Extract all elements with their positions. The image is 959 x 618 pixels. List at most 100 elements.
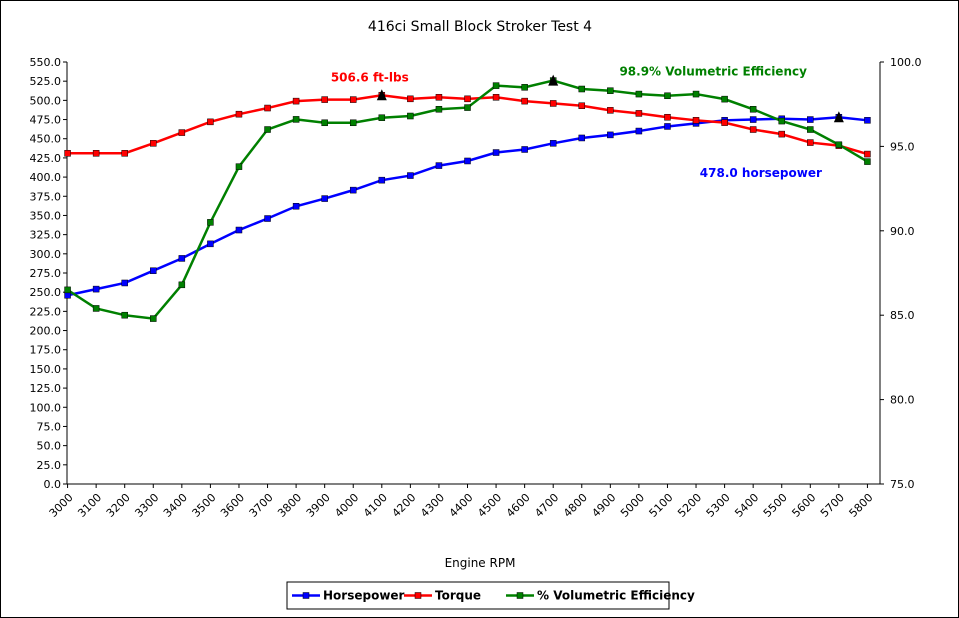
legend-swatch-marker xyxy=(414,592,422,599)
data-point xyxy=(207,118,214,126)
chart-title: 416ci Small Block Stroker Test 4 xyxy=(368,19,592,35)
x-tick-label: 5700 xyxy=(818,491,847,520)
data-point xyxy=(521,97,528,105)
data-point xyxy=(407,112,414,120)
left-tick-label: 50.0 xyxy=(37,440,62,453)
data-point xyxy=(235,163,243,170)
series-1 xyxy=(64,92,871,158)
data-point xyxy=(178,255,186,262)
left-tick-label: 100.0 xyxy=(30,401,62,414)
left-tick-label: 0.0 xyxy=(44,478,62,491)
x-tick-label: 3200 xyxy=(104,491,133,520)
legend-label: % Volumetric Efficiency xyxy=(537,589,695,603)
left-tick-label: 25.0 xyxy=(37,459,62,472)
data-point xyxy=(150,140,157,147)
data-point xyxy=(692,117,700,124)
data-point xyxy=(150,315,157,322)
data-point xyxy=(92,150,100,157)
right-tick-label: 90.0 xyxy=(890,225,915,238)
data-point xyxy=(64,286,71,294)
legend-box xyxy=(286,581,670,610)
data-point xyxy=(721,95,728,103)
data-point xyxy=(150,267,157,274)
right-tick-label: 80.0 xyxy=(890,394,915,407)
x-tick-label: 5600 xyxy=(789,491,818,520)
x-tick-label: 3700 xyxy=(247,491,276,520)
data-point xyxy=(264,215,271,222)
left-tick-label: 525.0 xyxy=(30,75,62,88)
left-tick-label: 300.0 xyxy=(30,248,62,261)
data-point xyxy=(92,285,100,293)
data-point xyxy=(378,114,386,121)
peak-marker xyxy=(376,89,387,101)
legend-label: Horsepower xyxy=(323,589,405,603)
axes xyxy=(66,62,881,485)
annotation-label: 98.9% Volumetric Efficiency xyxy=(619,65,807,79)
data-point xyxy=(292,97,300,105)
left-tick-label: 425.0 xyxy=(30,152,62,165)
data-point xyxy=(235,110,243,118)
data-point xyxy=(807,139,814,146)
x-axis-label: Engine RPM xyxy=(445,556,516,570)
data-point xyxy=(121,279,128,287)
data-point xyxy=(64,292,71,299)
data-point xyxy=(749,106,757,113)
data-point xyxy=(521,84,528,91)
legend: Horsepower Torque % Volumetric Efficiency xyxy=(286,581,695,610)
series-0 xyxy=(64,113,871,299)
data-point xyxy=(664,123,671,130)
series-line xyxy=(66,79,869,320)
data-point xyxy=(864,150,871,158)
data-point xyxy=(207,219,214,226)
x-tick-label: 5300 xyxy=(704,491,733,520)
data-point xyxy=(578,85,586,93)
data-point xyxy=(235,226,243,234)
data-point xyxy=(807,116,814,123)
data-point xyxy=(692,90,700,98)
left-tick-label: 75.0 xyxy=(37,420,62,433)
data-point xyxy=(435,94,443,101)
annotation-label: 506.6 ft-lbs xyxy=(331,70,409,84)
right-tick-label: 100.0 xyxy=(890,56,922,69)
data-point xyxy=(178,129,186,136)
x-tick-label: 5500 xyxy=(761,491,790,520)
left-axis-ticks: 0.0 25.0 50.0 75.0 100.0 125.0 150.0 175.0 200.0… xyxy=(30,56,67,491)
data-point xyxy=(464,157,471,165)
data-point xyxy=(721,119,728,126)
data-point xyxy=(264,126,271,133)
data-point xyxy=(664,113,671,121)
data-point xyxy=(549,140,557,147)
data-point xyxy=(435,162,443,169)
data-point xyxy=(607,131,614,139)
right-tick-label: 85.0 xyxy=(890,309,915,322)
data-point xyxy=(749,116,757,123)
data-point xyxy=(264,104,271,112)
x-tick-label: 4800 xyxy=(561,491,590,520)
data-point xyxy=(635,90,643,98)
left-tick-label: 375.0 xyxy=(30,190,62,203)
data-point xyxy=(321,119,328,127)
x-tick-label: 5000 xyxy=(618,491,647,520)
data-point xyxy=(635,127,643,135)
data-point xyxy=(749,126,757,133)
data-point xyxy=(378,176,386,184)
x-tick-label: 4100 xyxy=(361,491,390,520)
peak-marker xyxy=(833,111,844,123)
x-tick-label: 5100 xyxy=(647,491,676,520)
annotations: 506.6 ft-lbs 98.9% Volumetric Efficiency 4… xyxy=(331,65,844,180)
data-point xyxy=(607,107,614,114)
x-tick-label: 3300 xyxy=(132,491,161,520)
data-point xyxy=(178,281,186,289)
annotation-label: 478.0 horsepower xyxy=(700,166,822,180)
x-tick-label: 3600 xyxy=(218,491,247,520)
series-layer xyxy=(64,77,871,322)
series-line xyxy=(67,94,868,156)
series-2 xyxy=(64,77,871,322)
data-point xyxy=(664,92,671,100)
data-point xyxy=(464,95,471,103)
legend-item: % Volumetric Efficiency xyxy=(506,589,695,603)
right-tick-label: 75.0 xyxy=(890,478,915,491)
left-tick-label: 125.0 xyxy=(30,382,62,395)
x-tick-label: 4400 xyxy=(447,491,476,520)
